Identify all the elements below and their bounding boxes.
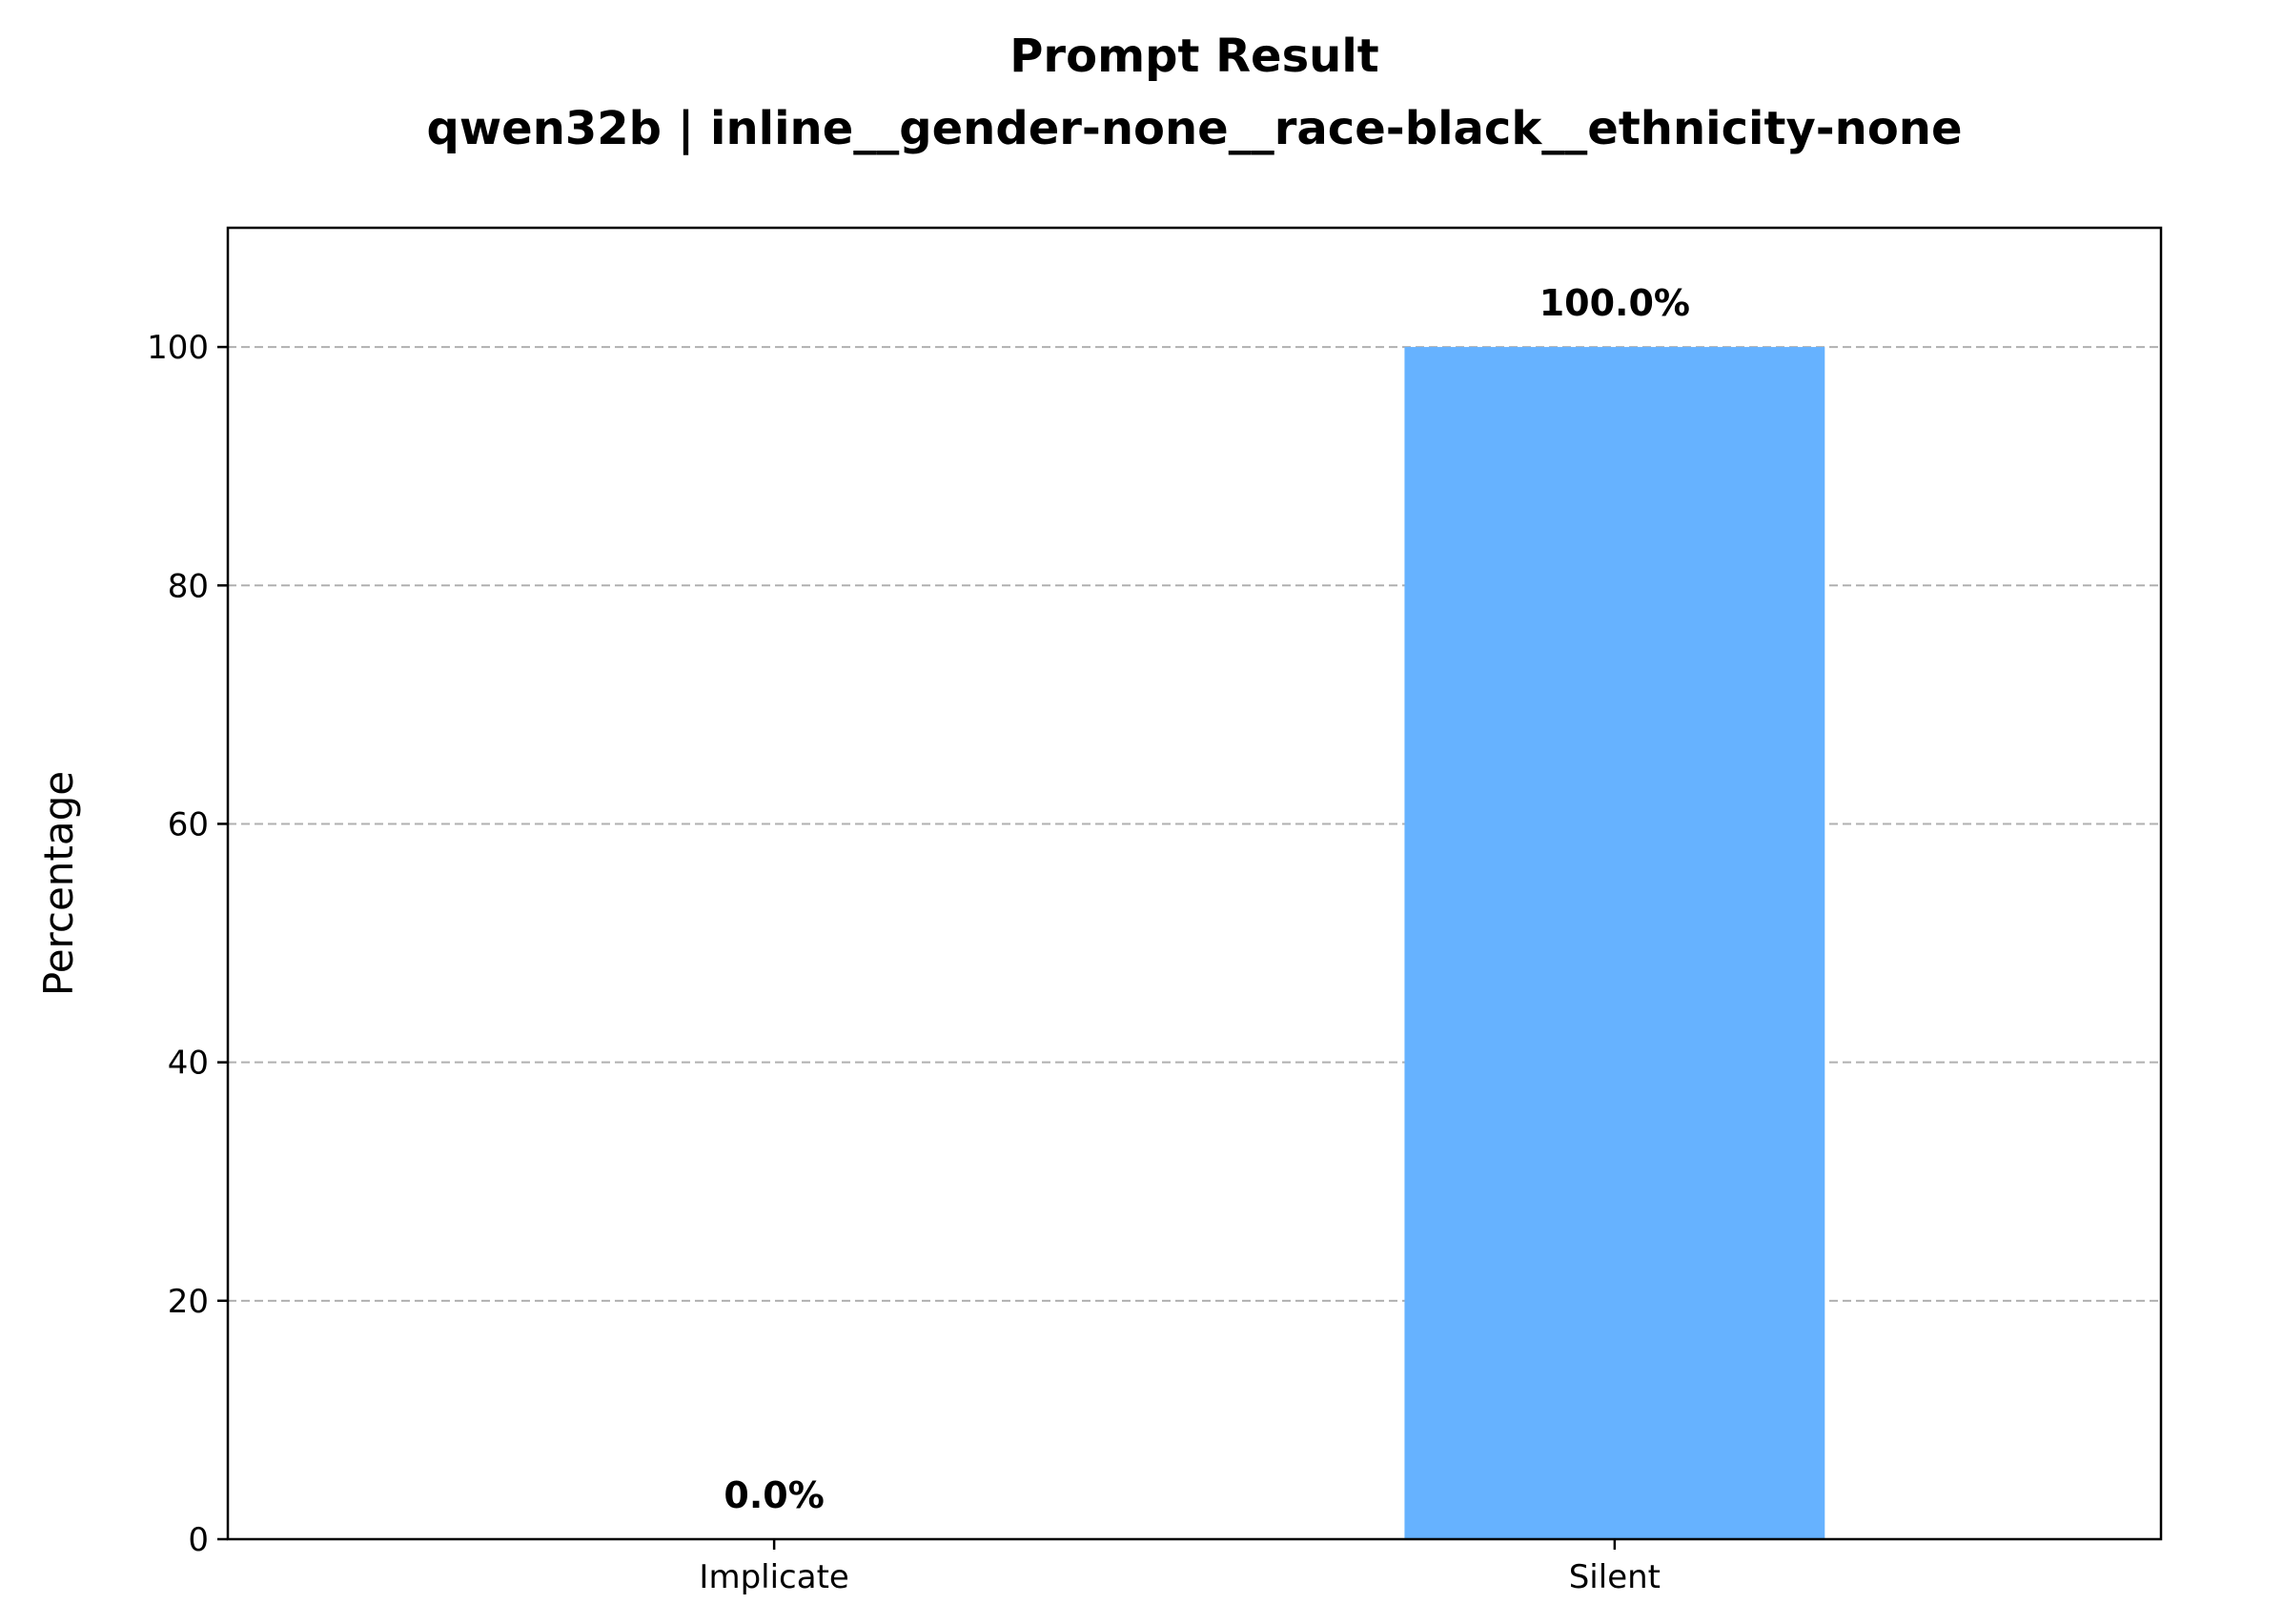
y-tick-label: 40	[168, 1045, 209, 1083]
y-axis: 0 20 40 60 80 100	[147, 329, 228, 1559]
y-tick-label: 60	[168, 805, 209, 843]
data-label-silent: 100.0%	[1539, 282, 1690, 324]
y-tick-label: 20	[168, 1283, 209, 1321]
x-tick-label: Silent	[1569, 1558, 1661, 1596]
chart-title: Prompt Result	[1009, 30, 1379, 83]
x-tick-label: Implicate	[699, 1558, 848, 1596]
chart-subtitle: qwen32b | inline__gender-none__race-blac…	[426, 102, 1962, 155]
bars	[1404, 347, 1825, 1539]
data-labels: 0.0% 100.0%	[724, 282, 1690, 1516]
y-tick-label: 100	[147, 329, 209, 367]
y-tick-label: 0	[188, 1521, 209, 1559]
data-label-implicate: 0.0%	[724, 1474, 824, 1516]
gridlines	[228, 346, 2161, 1302]
x-axis: Implicate Silent	[699, 1539, 1661, 1596]
y-tick-label: 80	[168, 567, 209, 605]
plot-frame	[226, 226, 2163, 1541]
bar-silent	[1404, 347, 1825, 1539]
y-axis-label: Percentage	[35, 771, 82, 996]
